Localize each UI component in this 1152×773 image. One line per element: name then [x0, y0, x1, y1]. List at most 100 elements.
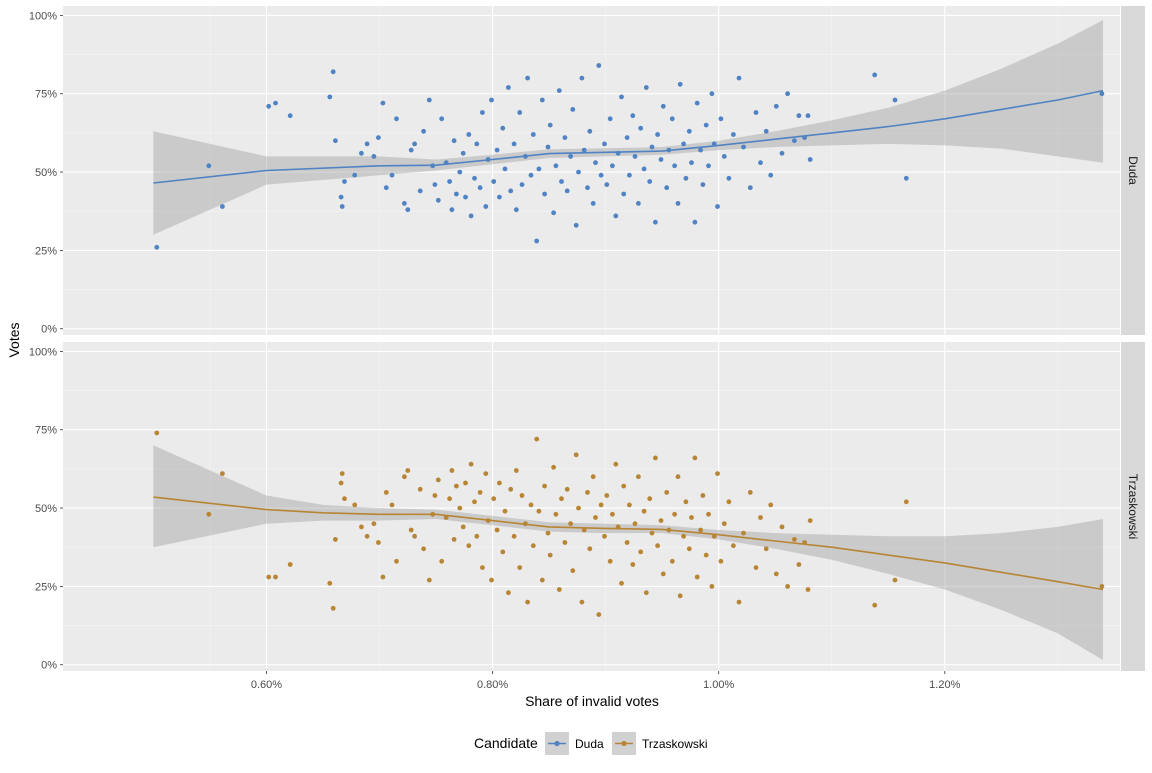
panel-background — [63, 6, 1120, 335]
data-point — [359, 524, 364, 530]
confidence-ribbon — [153, 445, 1103, 660]
data-point — [564, 486, 570, 492]
data-point — [474, 533, 480, 539]
data-point — [417, 188, 423, 194]
data-point — [692, 455, 698, 461]
data-point — [273, 100, 278, 106]
data-point — [731, 132, 736, 137]
data-point — [664, 490, 670, 495]
data-point — [534, 238, 540, 244]
data-point — [342, 496, 347, 502]
data-point — [649, 530, 655, 536]
facet-strip — [1121, 342, 1145, 671]
facet-strip-label: Duda — [1126, 156, 1140, 185]
data-point — [545, 144, 551, 150]
data-point — [627, 172, 632, 178]
data-point — [796, 113, 802, 119]
data-point — [477, 490, 483, 495]
y-tick-label: 0% — [41, 324, 57, 336]
data-point — [758, 160, 763, 166]
data-point — [585, 490, 590, 495]
data-point — [376, 540, 381, 545]
data-point — [718, 558, 724, 564]
data-point — [669, 558, 675, 564]
data-point — [525, 75, 530, 81]
data-point — [327, 94, 333, 100]
data-point — [741, 144, 746, 150]
data-point — [796, 562, 802, 567]
data-point — [721, 521, 727, 527]
data-point — [773, 103, 779, 109]
x-tick-label: 0.60% — [251, 679, 282, 691]
data-point — [741, 530, 746, 536]
data-point — [715, 471, 720, 476]
data-point — [542, 191, 547, 197]
data-point — [536, 508, 542, 514]
data-point — [330, 69, 336, 75]
data-point — [570, 107, 576, 112]
data-point — [768, 172, 774, 178]
data-point — [519, 182, 525, 188]
data-point — [805, 587, 811, 592]
y-tick-label: 25% — [35, 245, 57, 257]
data-point — [491, 179, 497, 184]
data-point — [206, 163, 212, 169]
legend-label-trzaskowski: Trzaskowski — [642, 737, 708, 751]
data-point — [536, 166, 542, 172]
data-point — [380, 100, 386, 106]
data-point — [383, 490, 389, 495]
data-point — [677, 81, 683, 87]
data-point — [643, 590, 649, 596]
data-point — [773, 571, 779, 577]
legend: Candidate Duda Trzaskowski — [474, 732, 708, 755]
data-point — [364, 533, 370, 539]
data-point — [333, 537, 338, 542]
data-point — [371, 521, 377, 527]
data-point — [556, 587, 562, 592]
legend-key-trzaskowski — [612, 732, 636, 755]
data-point — [747, 185, 753, 191]
x-tick-label: 0.80% — [477, 679, 508, 691]
data-point — [736, 599, 742, 605]
data-point — [494, 527, 500, 533]
data-point — [636, 201, 641, 206]
data-point — [468, 461, 474, 467]
legend-label-duda: Duda — [575, 737, 604, 751]
data-point — [513, 468, 519, 473]
data-point — [892, 577, 898, 583]
x-axis-title: Share of invalid votes — [525, 693, 659, 709]
data-point — [593, 515, 598, 520]
data-point — [547, 122, 553, 128]
data-point — [330, 605, 336, 611]
data-point — [559, 496, 564, 502]
data-point — [602, 141, 607, 147]
confidence-ribbon — [153, 20, 1103, 235]
data-point — [683, 175, 689, 181]
data-point — [421, 128, 426, 134]
data-point — [903, 499, 909, 505]
data-point — [494, 147, 500, 153]
data-point — [539, 97, 545, 103]
data-point — [768, 502, 774, 508]
data-point — [1099, 584, 1105, 589]
data-point — [613, 461, 619, 467]
data-point — [792, 138, 797, 144]
data-point — [435, 197, 441, 203]
data-point — [511, 141, 517, 147]
data-point — [352, 172, 358, 178]
data-point — [266, 103, 272, 109]
data-point — [545, 530, 551, 536]
data-point — [590, 474, 596, 480]
data-point — [703, 552, 709, 558]
y-tick-label: 0% — [41, 660, 57, 672]
data-point — [287, 562, 293, 567]
data-point — [451, 138, 457, 144]
data-point — [402, 474, 407, 480]
facet-panel-duda: 0% 25% 50% 75% 100% Duda — [29, 6, 1145, 336]
data-point — [664, 185, 670, 191]
data-point — [689, 515, 694, 520]
data-point — [585, 185, 590, 191]
y-tick-label: 50% — [35, 167, 57, 179]
data-point — [562, 540, 568, 545]
data-point — [568, 154, 573, 159]
